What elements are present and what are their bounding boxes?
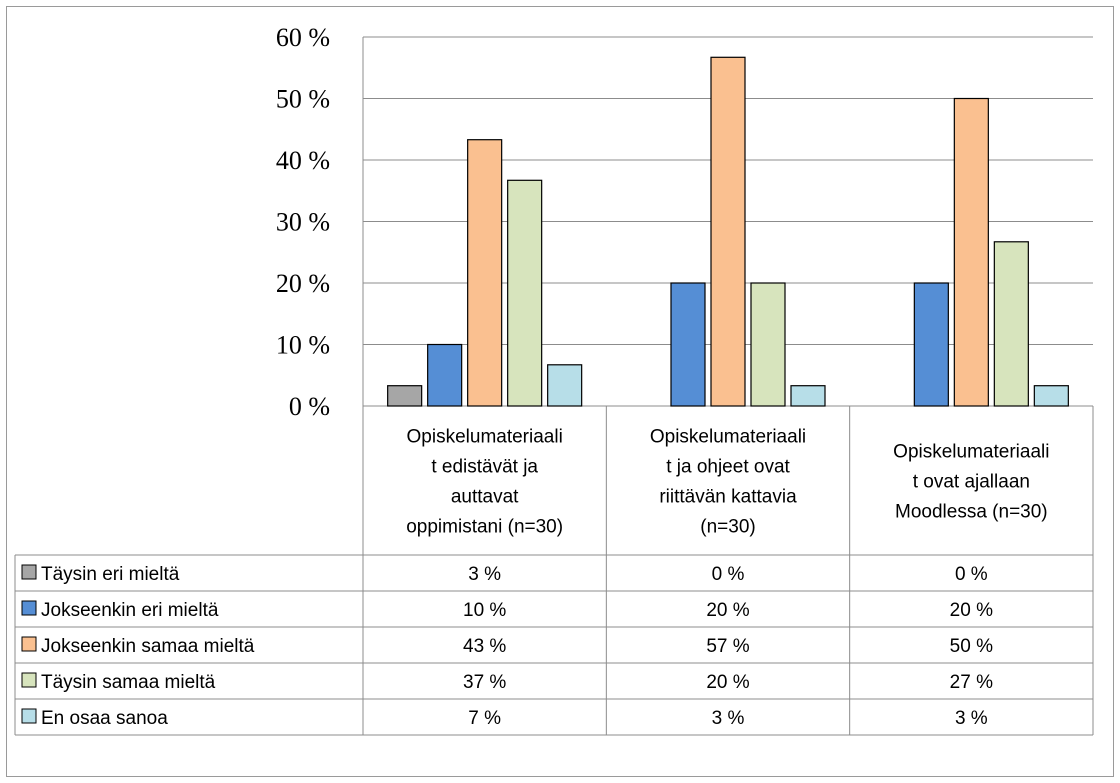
table-cell-value: 27 % <box>950 672 993 693</box>
legend-swatch <box>21 708 37 724</box>
table-cell-value: 20 % <box>706 672 749 693</box>
bar <box>790 385 826 407</box>
legend-label: Jokseenkin samaa mieltä <box>41 636 255 657</box>
y-tick-label: 30 % <box>276 208 330 237</box>
bar <box>993 241 1029 407</box>
legend-label: En osaa sanoa <box>41 708 168 729</box>
category-label: riittävän kattavia <box>659 487 797 508</box>
category-label: t ovat ajallaan <box>913 472 1030 493</box>
bar <box>547 364 583 407</box>
table-cell-value: 7 % <box>468 708 501 729</box>
bar <box>427 343 463 407</box>
bar <box>1033 385 1069 407</box>
table-cell-value: 3 % <box>468 564 501 585</box>
table-cell-value: 10 % <box>463 600 506 621</box>
legend-swatch <box>21 636 37 652</box>
table-cell-value: 43 % <box>463 636 506 657</box>
y-tick-label: 50 % <box>276 85 330 114</box>
category-label: Opiskelumateriaali <box>893 442 1049 463</box>
bar <box>387 385 423 407</box>
category-label: Opiskelumateriaali <box>650 427 806 448</box>
y-tick-label: 60 % <box>276 23 330 52</box>
bar <box>953 97 989 407</box>
bar <box>467 139 503 407</box>
table-cell-value: 57 % <box>706 636 749 657</box>
y-tick-label: 0 % <box>289 392 330 421</box>
legend-label: Täysin samaa mieltä <box>41 672 216 693</box>
category-label: t ja ohjeet ovat <box>666 457 790 478</box>
table-cell-value: 3 % <box>955 708 988 729</box>
category-label: Moodlessa (n=30) <box>895 502 1048 523</box>
category-label: Opiskelumateriaali <box>407 427 563 448</box>
category-label: auttavat <box>451 487 519 508</box>
category-label: (n=30) <box>700 517 755 538</box>
y-tick-label: 20 % <box>276 269 330 298</box>
bar <box>913 282 949 407</box>
legend-swatch <box>21 600 37 616</box>
table-cell-value: 0 % <box>712 564 745 585</box>
table-cell-value: 50 % <box>950 636 993 657</box>
table-cell-value: 20 % <box>706 600 749 621</box>
bar <box>507 179 543 407</box>
table-cell-value: 20 % <box>950 600 993 621</box>
legend-swatch <box>21 672 37 688</box>
category-label: oppimistani (n=30) <box>406 517 563 538</box>
legend-swatch <box>21 564 37 580</box>
y-tick-label: 10 % <box>276 331 330 360</box>
category-label: t edistävät ja <box>431 457 538 478</box>
legend-label: Jokseenkin eri mieltä <box>41 600 219 621</box>
legend-label: Täysin eri mieltä <box>41 564 180 585</box>
bar <box>710 56 746 407</box>
y-tick-label: 40 % <box>276 146 330 175</box>
table-cell-value: 3 % <box>712 708 745 729</box>
bar <box>670 282 706 407</box>
table-cell-value: 0 % <box>955 564 988 585</box>
table-cell-value: 37 % <box>463 672 506 693</box>
bar <box>750 282 786 407</box>
